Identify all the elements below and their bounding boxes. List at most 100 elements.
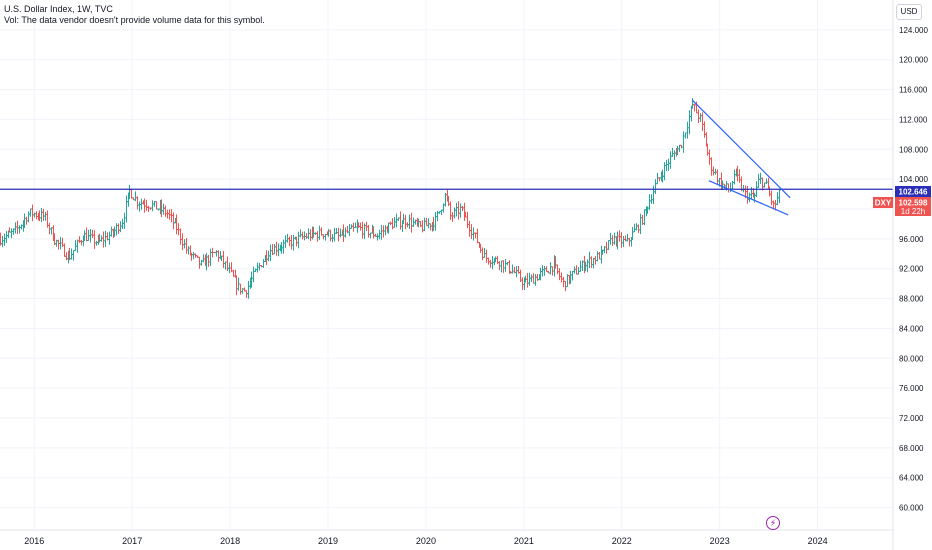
- candle[interactable]: [650, 194, 653, 204]
- candle[interactable]: [691, 98, 694, 109]
- candle[interactable]: [663, 162, 666, 181]
- candle[interactable]: [579, 260, 582, 272]
- candle[interactable]: [376, 233, 379, 241]
- candle[interactable]: [292, 234, 295, 251]
- candle[interactable]: [528, 272, 531, 286]
- candle[interactable]: [102, 231, 105, 248]
- candle[interactable]: [119, 221, 122, 233]
- candle[interactable]: [93, 230, 96, 249]
- candle[interactable]: [485, 249, 488, 263]
- candle[interactable]: [643, 209, 646, 226]
- candle[interactable]: [532, 273, 535, 284]
- candle[interactable]: [63, 243, 66, 257]
- candle[interactable]: [560, 272, 563, 283]
- candle[interactable]: [504, 259, 507, 272]
- candle[interactable]: [78, 236, 81, 244]
- lightning-icon[interactable]: ⚡︎: [766, 516, 780, 530]
- candle[interactable]: [489, 260, 492, 268]
- candle[interactable]: [457, 201, 460, 220]
- candle[interactable]: [434, 212, 437, 231]
- candle[interactable]: [344, 227, 347, 238]
- candle[interactable]: [217, 250, 220, 262]
- candle[interactable]: [181, 233, 184, 251]
- candle[interactable]: [5, 230, 8, 243]
- candle[interactable]: [556, 264, 559, 275]
- candle[interactable]: [202, 254, 205, 263]
- candle[interactable]: [697, 109, 700, 124]
- candle[interactable]: [451, 212, 454, 222]
- candle[interactable]: [618, 230, 621, 242]
- candle[interactable]: [164, 205, 167, 217]
- candle[interactable]: [566, 274, 569, 288]
- candle[interactable]: [635, 223, 638, 231]
- candle[interactable]: [198, 256, 201, 269]
- candle[interactable]: [459, 203, 462, 218]
- candle[interactable]: [247, 280, 250, 299]
- candle[interactable]: [185, 238, 188, 254]
- candle[interactable]: [136, 196, 139, 210]
- candle[interactable]: [110, 226, 113, 237]
- candle[interactable]: [76, 239, 79, 253]
- candle[interactable]: [301, 231, 304, 240]
- candle[interactable]: [778, 189, 781, 204]
- candle[interactable]: [359, 222, 362, 231]
- candle[interactable]: [654, 179, 657, 195]
- candle[interactable]: [215, 250, 218, 257]
- candle[interactable]: [273, 244, 276, 255]
- candle[interactable]: [284, 235, 287, 249]
- candle[interactable]: [571, 270, 574, 281]
- candle[interactable]: [35, 211, 38, 220]
- candle[interactable]: [72, 250, 75, 261]
- candle[interactable]: [40, 207, 43, 223]
- candle[interactable]: [611, 235, 614, 246]
- candle[interactable]: [688, 110, 691, 135]
- candle[interactable]: [329, 229, 332, 242]
- candle[interactable]: [588, 251, 591, 269]
- candle[interactable]: [277, 243, 280, 257]
- candle[interactable]: [115, 223, 118, 236]
- candle[interactable]: [620, 232, 623, 248]
- candle[interactable]: [669, 151, 672, 169]
- candle[interactable]: [299, 229, 302, 238]
- candle[interactable]: [89, 229, 92, 243]
- candle[interactable]: [526, 272, 529, 288]
- candle[interactable]: [586, 259, 589, 273]
- candle[interactable]: [673, 150, 676, 160]
- candle[interactable]: [80, 239, 83, 246]
- price-axis[interactable]: 60.000 64.000 68.000 72.000 76.000 80.000 84.0…: [899, 26, 928, 513]
- candle[interactable]: [44, 211, 47, 221]
- candle[interactable]: [187, 246, 190, 255]
- candle[interactable]: [29, 208, 32, 217]
- currency-button[interactable]: USD: [896, 4, 922, 20]
- candle[interactable]: [476, 228, 479, 244]
- candle[interactable]: [768, 186, 771, 197]
- candle[interactable]: [395, 213, 398, 228]
- candle[interactable]: [258, 262, 261, 271]
- candle[interactable]: [282, 239, 285, 254]
- candle[interactable]: [703, 121, 706, 138]
- candle[interactable]: [190, 252, 193, 261]
- candle[interactable]: [31, 204, 34, 222]
- candle[interactable]: [121, 218, 124, 229]
- candle[interactable]: [192, 252, 195, 260]
- candle[interactable]: [648, 194, 651, 210]
- candle[interactable]: [468, 220, 471, 237]
- candle[interactable]: [466, 211, 469, 229]
- candle[interactable]: [408, 214, 411, 229]
- candle[interactable]: [515, 266, 518, 278]
- candle[interactable]: [470, 224, 473, 239]
- candle[interactable]: [134, 191, 137, 202]
- candle[interactable]: [404, 214, 407, 230]
- candle[interactable]: [239, 283, 242, 295]
- candle[interactable]: [607, 240, 610, 251]
- candle[interactable]: [558, 268, 561, 281]
- candle[interactable]: [577, 266, 580, 275]
- candle[interactable]: [175, 214, 178, 235]
- candle[interactable]: [667, 158, 670, 171]
- drawings[interactable]: [0, 99, 893, 216]
- candle[interactable]: [348, 223, 351, 236]
- candle[interactable]: [575, 265, 578, 275]
- trend-line[interactable]: [691, 99, 791, 199]
- candle[interactable]: [656, 172, 659, 185]
- candle[interactable]: [686, 121, 689, 139]
